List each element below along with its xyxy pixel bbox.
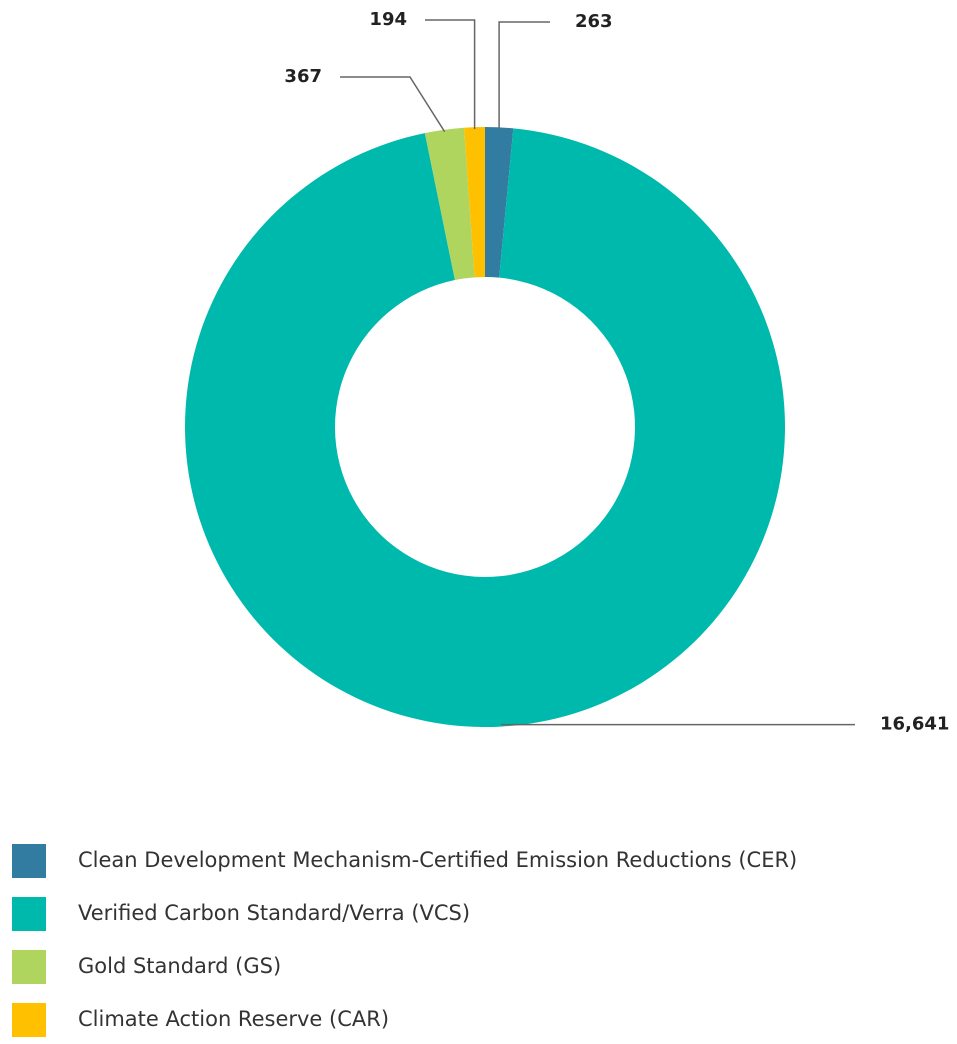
legend-label: Verified Carbon Standard/Verra (VCS) <box>78 901 470 925</box>
donut-slice <box>424 127 475 281</box>
donut-slice <box>485 127 514 278</box>
data-label: 367 <box>284 66 322 87</box>
legend-swatch <box>12 844 46 878</box>
leader-line <box>340 76 446 133</box>
donut-slice <box>185 128 786 727</box>
leader-line <box>498 21 550 130</box>
leader-line <box>425 19 476 130</box>
legend-label: Climate Action Reserve (CAR) <box>78 1007 389 1031</box>
data-label: 194 <box>369 9 407 30</box>
legend-label: Gold Standard (GS) <box>78 954 281 978</box>
data-label: 16,641 <box>880 714 949 735</box>
legend-label: Clean Development Mechanism-Certified Em… <box>78 848 797 872</box>
donut-slice <box>464 127 485 278</box>
legend-swatch <box>12 950 46 984</box>
data-label: 263 <box>575 11 613 32</box>
legend-swatch <box>12 1003 46 1037</box>
legend-swatch <box>12 897 46 931</box>
